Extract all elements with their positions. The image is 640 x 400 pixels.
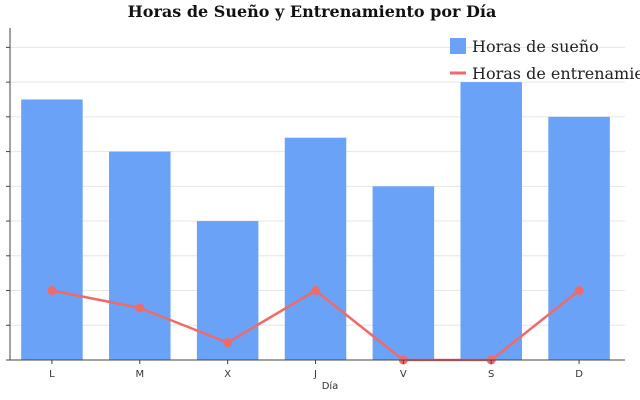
point-training-J <box>311 286 320 296</box>
x-tick-label: L <box>49 369 55 380</box>
bar-sleep-L <box>21 99 83 360</box>
x-tick-label: M <box>135 369 144 380</box>
chart-title: Horas de Sueño y Entrenamiento por Día <box>128 2 497 21</box>
bar-sleep-S <box>460 82 522 361</box>
point-training-D <box>574 286 584 296</box>
x-tick-label: V <box>400 369 407 380</box>
legend-label-training: Horas de entrenamiento <box>472 64 640 83</box>
x-tick-label: D <box>575 369 583 380</box>
x-axis-label: Día <box>322 380 339 392</box>
bar-sleep-V <box>372 186 435 360</box>
x-tick-label: J <box>313 369 317 380</box>
x-tick-label: X <box>224 369 231 380</box>
bar-sleep-J <box>284 137 347 360</box>
bar-sleep-M <box>109 151 171 360</box>
legend-swatch-sleep <box>450 38 466 54</box>
point-training-M <box>135 303 145 313</box>
legend: Horas de sueño Horas de entrenamiento <box>450 37 640 83</box>
x-tick-label: S <box>488 369 494 380</box>
bar-sleep-X <box>196 221 259 360</box>
point-training-X <box>223 338 233 348</box>
point-training-L <box>47 286 57 296</box>
bar-layer <box>21 82 610 361</box>
legend-label-sleep: Horas de sueño <box>472 37 599 56</box>
bar-sleep-D <box>548 116 610 360</box>
